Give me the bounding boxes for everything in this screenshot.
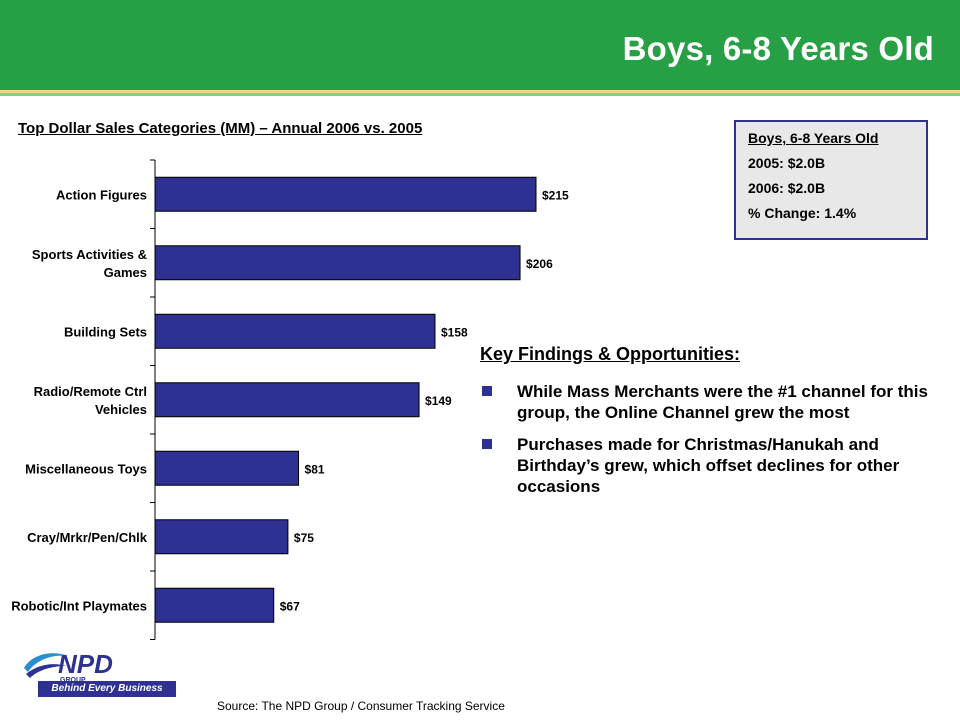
bar-3: [154, 382, 420, 418]
category-label: Cray/Mrkr/Pen/Chlk: [27, 530, 148, 545]
category-label: Miscellaneous Toys: [25, 461, 147, 476]
data-label: $75: [294, 531, 314, 545]
category-label: Games: [104, 265, 147, 280]
bar-6: [154, 587, 275, 623]
findings-title: Key Findings & Opportunities:: [480, 344, 740, 364]
finding-text: Purchases made for Christmas/Hanukah and…: [517, 435, 900, 496]
bar-chart: $215 Action Figures $206 Sports Activities …: [11, 159, 569, 640]
bar-1: [154, 245, 521, 281]
category-label: Robotic/Int Playmates: [11, 598, 147, 613]
bar-2: [154, 313, 436, 349]
header-divider-green: [0, 93, 960, 96]
header-divider-gold: [0, 90, 960, 93]
data-label: $81: [305, 462, 325, 476]
stats-heading: Boys, 6-8 Years Old: [748, 130, 879, 146]
data-label: $158: [441, 325, 468, 339]
logo-subtext: GROUP: [60, 677, 86, 684]
stats-box: Boys, 6-8 Years Old 2005: $2.0B 2006: $2…: [734, 120, 928, 240]
square-bullet-icon: [482, 386, 492, 396]
bar-4: [154, 450, 300, 486]
category-label: Building Sets: [64, 324, 147, 339]
finding-item: Purchases made for Christmas/Hanukah and…: [480, 434, 940, 497]
bar-5: [154, 519, 289, 555]
chart-title: Top Dollar Sales Categories (MM) – Annua…: [18, 120, 423, 137]
stats-2005: 2005: $2.0B: [748, 155, 826, 171]
page-title: Boys, 6-8 Years Old: [622, 30, 934, 67]
swoosh-icon: [24, 653, 68, 678]
stats-change: % Change: 1.4%: [748, 205, 857, 221]
key-findings: Key Findings & Opportunities: While Mass…: [480, 344, 940, 508]
source-note: Source: The NPD Group / Consumer Trackin…: [217, 699, 505, 713]
bar-0: [154, 176, 537, 212]
header-banner: Boys, 6-8 Years Old: [0, 0, 960, 90]
finding-item: While Mass Merchants were the #1 channel…: [480, 381, 940, 423]
square-bullet-icon: [482, 439, 492, 449]
finding-text: While Mass Merchants were the #1 channel…: [517, 382, 928, 422]
npd-logo: NPD GROUP: [24, 649, 113, 684]
category-label: Vehicles: [95, 402, 147, 417]
category-label: Action Figures: [56, 187, 147, 202]
data-label: $149: [425, 394, 452, 408]
logo-tagline: Behind Every Business Decision: [38, 681, 176, 710]
data-label: $67: [280, 599, 300, 613]
data-label: $206: [526, 257, 553, 271]
stats-2006: 2006: $2.0B: [748, 180, 826, 196]
data-label: $215: [542, 188, 569, 202]
category-label: Radio/Remote Ctrl: [34, 384, 147, 399]
logo-wordmark: NPD: [58, 649, 113, 679]
category-label: Sports Activities &: [32, 247, 147, 262]
